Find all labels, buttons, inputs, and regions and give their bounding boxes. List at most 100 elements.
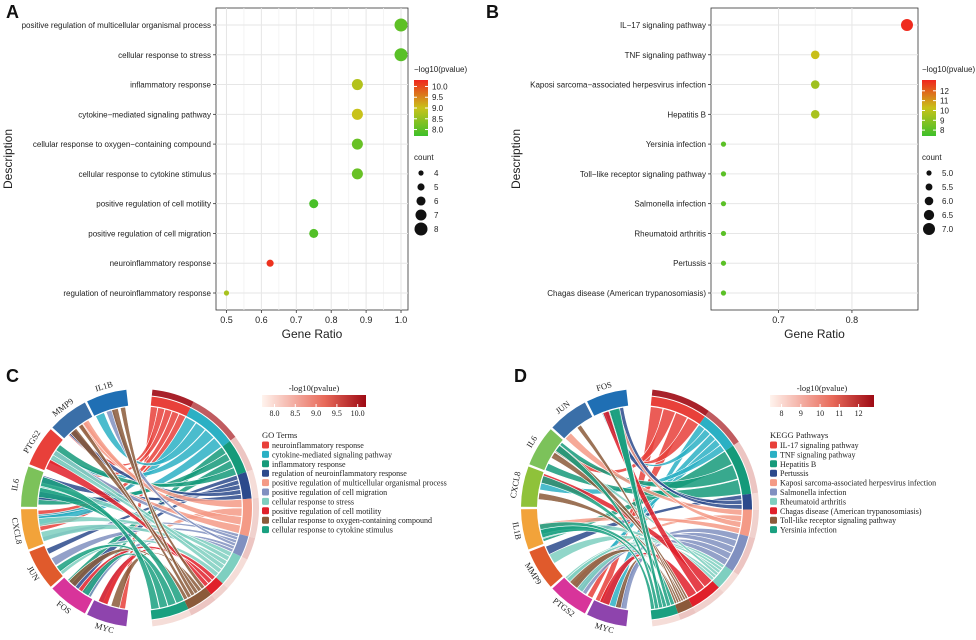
size-legend-label: 8 bbox=[434, 225, 439, 234]
term-heat-arc bbox=[749, 509, 759, 539]
size-legend-dot bbox=[418, 170, 424, 176]
gene-arc bbox=[521, 466, 544, 507]
x-tick-label: 0.9 bbox=[360, 315, 373, 325]
category-label: cellular response to stress bbox=[118, 51, 211, 60]
color-legend-tick-label: 10 bbox=[940, 106, 949, 115]
x-tick-label: 0.8 bbox=[846, 315, 859, 325]
color-legend-tick-label: 9 bbox=[940, 116, 945, 125]
terms-legend-label: Salmonella infection bbox=[780, 488, 846, 497]
color-legend-tick-label: 8.5 bbox=[432, 115, 444, 124]
term-arc bbox=[699, 416, 734, 451]
color-legend-bar bbox=[414, 80, 428, 136]
term-heat-arc bbox=[249, 497, 259, 539]
panel-b-dot-plot: 0.7 0.8 IL−17 signaling pathway TNF signali… bbox=[509, 7, 975, 341]
gene-label: CXCL8 bbox=[508, 471, 523, 499]
data-point bbox=[351, 168, 363, 180]
terms-legend-swatch bbox=[262, 479, 269, 487]
size-legend-dot bbox=[417, 183, 425, 191]
heat-legend-bar bbox=[262, 395, 366, 407]
terms-legend-swatch bbox=[262, 497, 269, 505]
chord-ribbon bbox=[539, 525, 656, 610]
terms-legend-label: neuroinflammatory response bbox=[272, 441, 364, 450]
category-label: Chagas disease (American trypanosomiasis… bbox=[547, 289, 706, 298]
term-heat-arc bbox=[705, 410, 739, 446]
heat-legend-tick-label: 12 bbox=[855, 409, 863, 418]
term-heat-arc bbox=[151, 609, 192, 627]
plot-frame bbox=[215, 7, 409, 311]
size-legend-dot bbox=[923, 223, 935, 235]
data-point bbox=[266, 259, 274, 267]
color-legend-tick-label: 10.0 bbox=[432, 82, 448, 91]
terms-legend-label: Hepatitis B bbox=[780, 460, 816, 469]
category-label: TNF signaling pathway bbox=[625, 51, 706, 60]
color-legend-bar bbox=[922, 80, 936, 136]
term-arc bbox=[650, 396, 705, 424]
term-heat-arc bbox=[719, 571, 739, 593]
terms-legend-swatch bbox=[770, 488, 777, 496]
gene-arc bbox=[587, 600, 629, 627]
size-legend-title: count bbox=[414, 153, 434, 162]
term-heat-arc bbox=[230, 436, 253, 472]
terms-legend-label: cellular response to cytokine stimulus bbox=[272, 526, 393, 535]
terms-legend-label: TNF signaling pathway bbox=[780, 450, 856, 459]
panel-c-chord-diagram: IL1BMMP9PTGS2IL6CXCL8JUNFOSMYC-log10(pva… bbox=[9, 379, 447, 636]
x-axis-title: Gene Ratio bbox=[282, 327, 343, 341]
x-tick-label: 0.7 bbox=[772, 315, 785, 325]
term-heat-arc bbox=[693, 588, 724, 614]
data-point bbox=[394, 48, 408, 62]
term-arc bbox=[725, 534, 749, 572]
terms-legend-label: regulation of neuroinflammatory response bbox=[272, 469, 407, 478]
terms-legend-title: KEGG Pathways bbox=[770, 430, 828, 440]
gene-label: CXCL8 bbox=[10, 517, 25, 545]
heat-legend-tick-label: 10 bbox=[816, 409, 824, 418]
term-arc bbox=[688, 581, 719, 607]
category-label: Pertussis bbox=[673, 259, 706, 268]
size-legend-dot bbox=[415, 209, 427, 221]
data-point bbox=[309, 228, 319, 238]
term-arc bbox=[739, 509, 752, 537]
data-point bbox=[810, 110, 820, 119]
gene-label: IL1B bbox=[511, 521, 524, 541]
size-legend-label: 7 bbox=[434, 211, 439, 220]
term-arc bbox=[232, 534, 249, 557]
panel-letter-a: A bbox=[6, 2, 19, 22]
y-axis-title: Description bbox=[1, 129, 15, 189]
chord-ribbon bbox=[564, 432, 743, 516]
chord-ribbon bbox=[105, 409, 237, 547]
gene-arc bbox=[29, 545, 63, 587]
term-arc bbox=[239, 498, 252, 537]
data-point bbox=[810, 80, 820, 89]
chord-ribbon bbox=[602, 409, 705, 594]
color-legend-tick-label: 12 bbox=[940, 87, 949, 96]
category-label: positive regulation of cell migration bbox=[88, 229, 211, 238]
term-arc bbox=[712, 565, 733, 588]
size-legend-label: 6.0 bbox=[942, 197, 954, 206]
terms-legend-swatch bbox=[262, 441, 269, 449]
terms-legend-label: Toll-like receptor signaling pathway bbox=[780, 516, 896, 525]
size-legend-dot bbox=[924, 196, 934, 206]
term-heat-arc bbox=[188, 595, 216, 616]
terms-legend-swatch bbox=[770, 460, 777, 468]
gene-label: IL6 bbox=[9, 478, 21, 492]
terms-legend-swatch bbox=[770, 507, 777, 515]
category-label: Hepatitis B bbox=[667, 110, 706, 119]
heat-legend-bar bbox=[770, 395, 874, 407]
category-label: cytokine−mediated signaling pathway bbox=[78, 110, 211, 119]
data-point bbox=[810, 50, 820, 60]
terms-legend-swatch bbox=[770, 479, 777, 487]
panel-letter-b: B bbox=[486, 2, 499, 22]
terms-legend-label: IL-17 signaling pathway bbox=[780, 441, 859, 450]
x-tick-label: 0.7 bbox=[290, 315, 303, 325]
size-legend-label: 6 bbox=[434, 197, 439, 206]
term-heat-arc bbox=[752, 492, 759, 510]
gene-label: IL1B bbox=[94, 379, 114, 394]
heat-legend-tick-label: 9 bbox=[799, 409, 803, 418]
term-arc bbox=[216, 552, 241, 584]
term-heat-arc bbox=[651, 389, 709, 416]
terms-legend-label: positive regulation of cell motility bbox=[272, 507, 381, 516]
category-label: Rheumatoid arthritis bbox=[634, 229, 706, 238]
category-label: neuroinflammatory response bbox=[110, 259, 212, 268]
term-arc bbox=[674, 598, 693, 614]
heat-legend-tick-label: 9.0 bbox=[311, 409, 321, 418]
